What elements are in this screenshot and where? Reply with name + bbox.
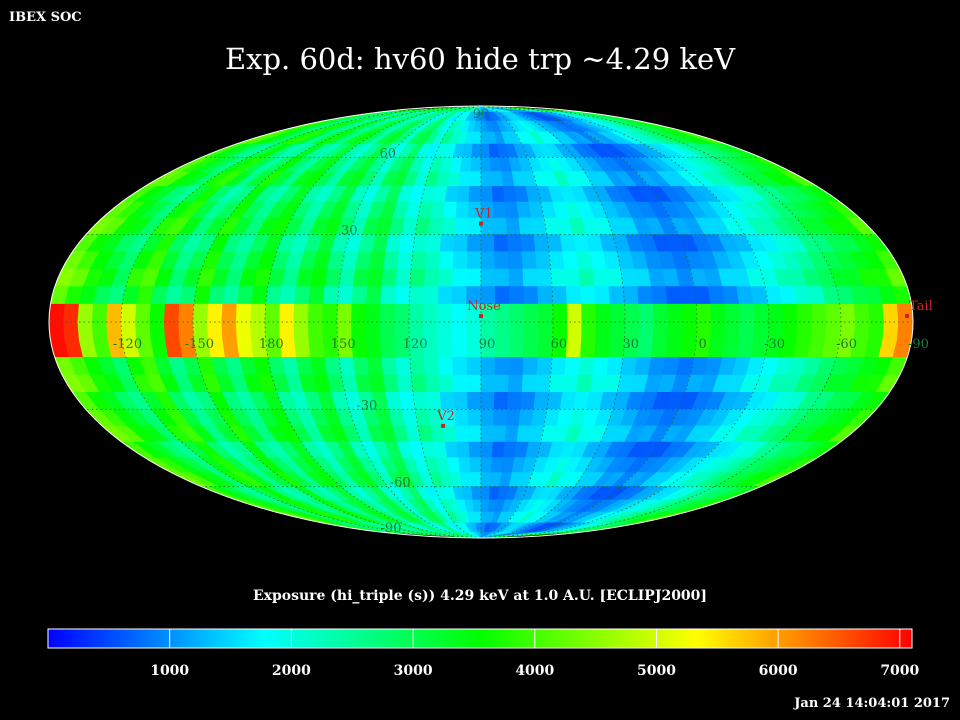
longitude-label: -150 <box>185 337 214 352</box>
heatmap-cell <box>473 531 482 538</box>
colorbar-tick-label: 4000 <box>515 663 554 679</box>
heatmap-cell <box>469 531 482 538</box>
longitude-label: -30 <box>764 337 785 352</box>
longitude-labels: 60 30 0 -30 -60 -90 -120 -150 180 150 120 90 <box>113 337 929 352</box>
graticule-meridian <box>120 106 482 538</box>
colorbar-ticks: 1000 2000 3000 4000 5000 6000 7000 <box>150 629 920 679</box>
markers: V1 Nose V2 Tail <box>436 207 933 428</box>
marker-label: V2 <box>436 409 455 424</box>
colorbar-tick-label: 1000 <box>150 663 189 679</box>
longitude-label: 30 <box>623 337 640 352</box>
graticule-meridian <box>192 106 482 538</box>
colorbar-tick-label: 7000 <box>880 663 919 679</box>
marker-dot <box>441 423 446 428</box>
colorbar-label: Exposure (hi_triple (s)) 4.29 keV at 1.0… <box>252 588 708 604</box>
colorbar-tick-label: 5000 <box>637 663 676 679</box>
app-label: IBEX SOC <box>9 10 82 25</box>
chart-title: Exp. 60d: hv60 hide trp ~4.29 keV <box>224 42 736 76</box>
colorbar-tick-label: 3000 <box>394 663 433 679</box>
marker-dot <box>479 221 483 226</box>
graticule-meridian <box>408 106 482 538</box>
latitude-label: -30 <box>356 398 377 413</box>
longitude-label: 0 <box>699 337 707 352</box>
graticule <box>49 106 913 538</box>
latitude-label: 90 <box>473 107 490 122</box>
longitude-label: -60 <box>836 337 857 352</box>
marker-label: V1 <box>474 207 493 222</box>
map-outline <box>48 105 914 539</box>
latitude-label: -60 <box>390 476 411 491</box>
longitude-label: 60 <box>551 337 568 352</box>
graticule-meridian <box>480 106 842 538</box>
longitude-label: -90 <box>908 337 929 352</box>
latitude-label: 30 <box>341 224 358 239</box>
longitude-label: -120 <box>113 337 142 352</box>
marker-label: Tail <box>909 299 933 314</box>
colorbar-gradient <box>47 628 913 649</box>
longitude-label: 150 <box>331 337 356 352</box>
graticule-meridian <box>480 106 698 538</box>
latitude-label: -90 <box>381 521 402 536</box>
heatmap-cells <box>49 106 913 538</box>
graticule-meridian <box>480 106 770 538</box>
marker-dot <box>905 314 909 318</box>
graticule-meridian <box>264 106 482 538</box>
latitude-label: 60 <box>380 146 397 161</box>
latitude-labels: 90 60 30 -30 -60 -90 <box>341 107 489 536</box>
graticule-meridian <box>480 106 554 538</box>
marker-label: Nose <box>467 299 501 314</box>
longitude-label: 90 <box>479 337 496 352</box>
timestamp: Jan 24 14:04:01 2017 <box>794 696 950 711</box>
longitude-label: 120 <box>403 337 428 352</box>
marker-dot <box>479 314 483 319</box>
colorbar-tick-label: 2000 <box>272 663 311 679</box>
heatmap-cell <box>477 531 482 538</box>
longitude-label: 180 <box>259 337 284 352</box>
colorbar-tick-label: 6000 <box>759 663 798 679</box>
